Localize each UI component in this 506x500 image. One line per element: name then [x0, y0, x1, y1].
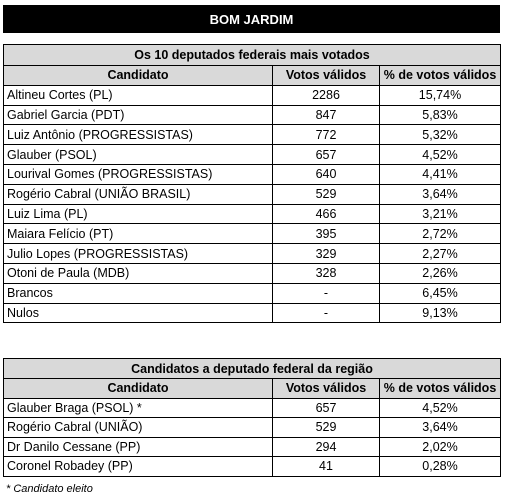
candidate-cell: Brancos	[3, 282, 273, 304]
table-row: Julio Lopes (PROGRESSISTAS) 329 2,27%	[3, 243, 502, 264]
votes-cell: 529	[272, 417, 380, 438]
candidate-cell: Glauber Braga (PSOL) *	[3, 397, 273, 418]
candidate-cell: Coronel Robadey (PP)	[3, 456, 273, 477]
percent-cell: 4,52%	[378, 144, 502, 165]
votes-cell: 847	[272, 104, 380, 126]
table-row: Lourival Gomes (PROGRESSISTAS) 640 4,41%	[3, 163, 502, 185]
percent-cell: 15,74%	[378, 84, 502, 106]
percent-cell: 9,13%	[378, 302, 502, 324]
candidate-cell: Luiz Lima (PL)	[3, 203, 273, 225]
candidate-cell: Nulos	[3, 302, 273, 324]
column-header-candidate: Candidato	[3, 378, 273, 399]
table-row: Luiz Lima (PL) 466 3,21%	[3, 203, 502, 225]
regional-candidates-table: Candidatos a deputado federal da região …	[3, 358, 501, 477]
footnote: * Candidato eleito	[6, 483, 93, 495]
percent-cell: 2,27%	[378, 243, 502, 264]
column-header-percent: % de votos válidos	[379, 378, 501, 399]
candidate-cell: Julio Lopes (PROGRESSISTAS)	[3, 243, 273, 264]
column-header-candidate: Candidato	[3, 65, 273, 86]
percent-cell: 2,72%	[378, 223, 502, 245]
candidate-cell: Otoni de Paula (MDB)	[3, 262, 273, 284]
votes-cell: 657	[272, 397, 380, 418]
table-row: Glauber (PSOL) 657 4,52%	[3, 144, 502, 165]
percent-cell: 3,64%	[379, 417, 501, 438]
candidate-cell: Rogério Cabral (UNIÃO)	[3, 417, 273, 438]
votes-cell: 657	[272, 144, 380, 165]
table-row: Otoni de Paula (MDB) 328 2,26%	[3, 262, 502, 284]
votes-cell: 328	[272, 262, 380, 284]
votes-cell: 466	[272, 203, 380, 225]
votes-cell: 41	[272, 456, 380, 477]
candidate-cell: Altineu Cortes (PL)	[3, 84, 273, 106]
percent-cell: 5,32%	[378, 124, 502, 146]
votes-cell: -	[272, 282, 380, 304]
table-row: Coronel Robadey (PP) 41 0,28%	[3, 456, 501, 477]
votes-cell: -	[272, 302, 380, 324]
candidate-cell: Rogério Cabral (UNIÃO BRASIL)	[3, 183, 273, 205]
percent-cell: 3,64%	[378, 183, 502, 205]
column-header-percent: % de votos válidos	[378, 65, 502, 86]
top-deputies-table: Os 10 deputados federais mais votados Ca…	[2, 44, 502, 324]
column-header-votes: Votos válidos	[272, 378, 380, 399]
table-title: Candidatos a deputado federal da região	[3, 358, 501, 379]
percent-cell: 3,21%	[378, 203, 502, 225]
table-row: Rogério Cabral (UNIÃO BRASIL) 529 3,64%	[3, 183, 502, 205]
candidate-cell: Maiara Felício (PT)	[3, 223, 273, 245]
table-row: Gabriel Garcia (PDT) 847 5,83%	[3, 104, 502, 126]
percent-cell: 2,26%	[378, 262, 502, 284]
table-row: Rogério Cabral (UNIÃO) 529 3,64%	[3, 417, 501, 438]
votes-cell: 772	[272, 124, 380, 146]
votes-cell: 395	[272, 223, 380, 245]
column-header-votes: Votos válidos	[272, 65, 380, 86]
candidate-cell: Lourival Gomes (PROGRESSISTAS)	[3, 163, 273, 185]
table-row: Brancos -6,45%	[3, 282, 502, 304]
table-row: Luiz Antônio (PROGRESSISTAS) 772 5,32%	[3, 124, 502, 146]
votes-cell: 529	[272, 183, 380, 205]
table-row: Altineu Cortes (PL) 2286 15,74%	[3, 84, 502, 106]
candidate-cell: Glauber (PSOL)	[3, 144, 273, 165]
percent-cell: 0,28%	[379, 456, 501, 477]
votes-cell: 329	[272, 243, 380, 264]
table-row: Nulos -9,13%	[3, 302, 502, 324]
percent-cell: 6,45%	[378, 282, 502, 304]
table-title: Os 10 deputados federais mais votados	[2, 44, 502, 66]
percent-cell: 2,02%	[379, 436, 501, 457]
candidate-cell: Gabriel Garcia (PDT)	[3, 104, 273, 126]
city-banner: BOM JARDIM	[3, 5, 500, 33]
percent-cell: 4,52%	[379, 397, 501, 418]
table-row: Dr Danilo Cessane (PP) 294 2,02%	[3, 436, 501, 457]
percent-cell: 4,41%	[378, 163, 502, 185]
candidate-cell: Luiz Antônio (PROGRESSISTAS)	[3, 124, 273, 146]
table-row: Maiara Felício (PT) 395 2,72%	[3, 223, 502, 245]
table-row: Glauber Braga (PSOL) * 657 4,52%	[3, 397, 501, 418]
votes-cell: 294	[272, 436, 380, 457]
candidate-cell: Dr Danilo Cessane (PP)	[3, 436, 273, 457]
votes-cell: 640	[272, 163, 380, 185]
votes-cell: 2286	[272, 84, 380, 106]
percent-cell: 5,83%	[378, 104, 502, 126]
